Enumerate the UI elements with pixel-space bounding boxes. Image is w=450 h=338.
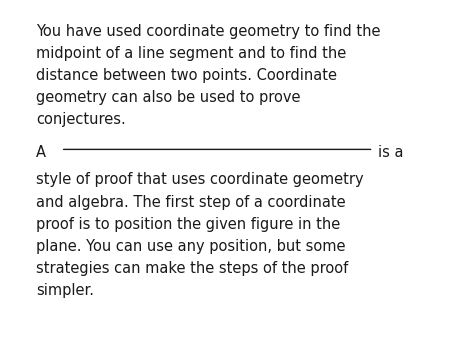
- Text: is a: is a: [378, 145, 404, 160]
- Text: You have used coordinate geometry to find the
midpoint of a line segment and to : You have used coordinate geometry to fin…: [36, 24, 381, 127]
- Text: style of proof that uses coordinate geometry
and algebra. The first step of a co: style of proof that uses coordinate geom…: [36, 172, 364, 298]
- Text: A: A: [36, 145, 50, 160]
